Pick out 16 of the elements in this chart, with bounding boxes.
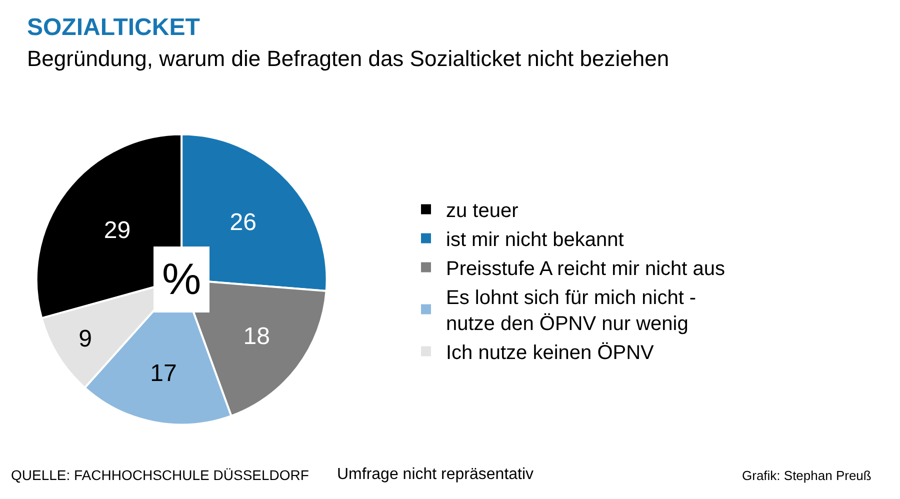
chart-subtitle: Begründung, warum die Befragten das Sozialticket nicht beziehen (27, 46, 670, 72)
data-label: 18 (243, 323, 270, 350)
data-label: 9 (78, 326, 92, 353)
chart-title: SOZIALTICKET (27, 14, 200, 41)
legend-label: zu teuer (446, 200, 519, 222)
data-label: 26 (230, 209, 256, 236)
legend-label: ist mir nicht bekannt (446, 229, 624, 252)
data-label: 29 (104, 217, 131, 244)
source-note: QUELLE: FACHHOCHSCHULE DÜSSELDORF (11, 467, 309, 483)
text: Umfrage nicht repräsentativ (337, 466, 534, 483)
legend-label: Ich nutze keinen ÖPNV (446, 342, 655, 364)
data-label: 17 (150, 360, 177, 388)
text: % (162, 255, 202, 304)
text: Grafik: Stephan Preuß (742, 468, 872, 483)
legend-label: Preisstufe A reicht mir nicht aus (446, 258, 726, 280)
legend-label: Es lohnt sich für mich nicht - nutze den ÖPNV nur wenig (446, 287, 696, 336)
